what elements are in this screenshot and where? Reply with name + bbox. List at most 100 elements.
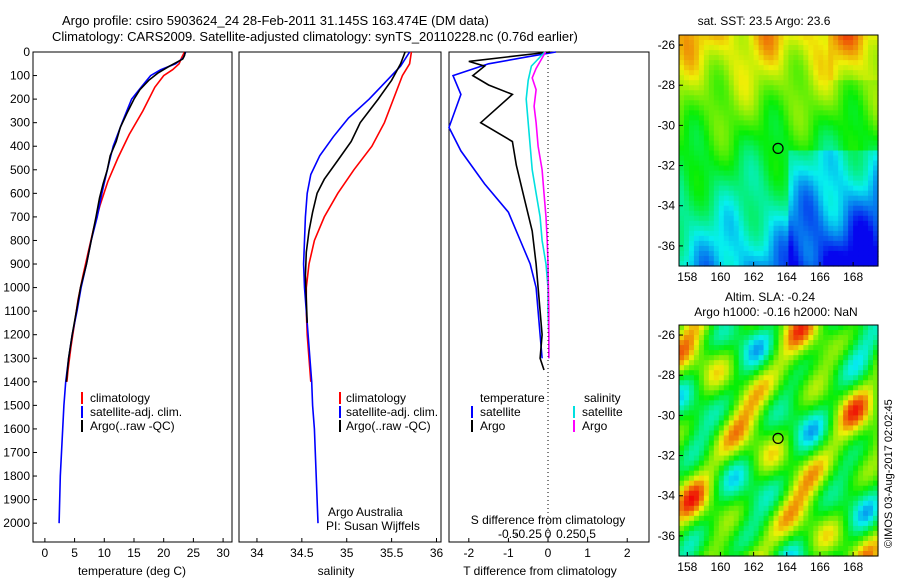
heatmap-cell [708, 180, 715, 187]
heatmap-cell [753, 460, 760, 467]
heatmap-cell [688, 60, 695, 66]
heatmap-cell [798, 520, 804, 527]
heatmap-cell [748, 35, 755, 41]
heatmap-cell [758, 415, 765, 422]
heatmap-cell [758, 485, 765, 492]
heatmap-cell [783, 385, 790, 391]
heatmap-cell [718, 380, 725, 386]
heatmap-cell [768, 130, 775, 137]
heatmap-cell [688, 535, 695, 542]
heatmap-cell [728, 220, 735, 227]
heatmap-cell [853, 205, 859, 212]
heatmap-cell [773, 160, 780, 167]
heatmap-cell [783, 450, 790, 457]
heatmap-cell [828, 210, 834, 217]
heatmap-cell [868, 440, 874, 447]
heatmap-cell [773, 345, 780, 351]
heatmap-cell [768, 85, 775, 91]
heatmap-cell [853, 100, 859, 106]
heatmap-cell [773, 405, 780, 411]
heatmap-cell [768, 390, 775, 396]
heatmap-cell [698, 190, 705, 197]
heatmap-cell [738, 415, 745, 422]
heatmap-cell [793, 110, 799, 116]
heatmap-cell [773, 350, 780, 356]
heatmap-cell [708, 110, 715, 116]
heatmap-cell [863, 495, 869, 502]
heatmap-cell [698, 195, 705, 202]
heatmap-cell [748, 210, 755, 217]
heatmap-cell [848, 335, 854, 341]
heatmap-cell [848, 360, 854, 366]
heatmap-cell [679, 105, 685, 111]
heatmap-cell [863, 330, 869, 336]
depth-tick-label: 500 [10, 163, 30, 177]
heatmap-cell [758, 235, 765, 242]
heatmap-cell [813, 375, 819, 381]
heatmap-cell [848, 455, 854, 462]
heatmap-cell [758, 55, 765, 61]
heatmap-cell [768, 185, 775, 192]
heatmap-cell [753, 440, 760, 447]
heatmap-cell [698, 260, 705, 267]
heatmap-cell [703, 110, 710, 116]
heatmap-cell [708, 325, 715, 331]
heatmap-cell [698, 535, 705, 542]
heatmap-cell [688, 465, 695, 472]
heatmap-cell [813, 190, 819, 197]
heatmap-cell [803, 155, 809, 162]
heatmap-cell [718, 255, 725, 262]
heatmap-cell [778, 60, 785, 66]
heatmap-cell [848, 490, 854, 497]
heatmap-cell [793, 125, 799, 132]
heatmap-cell [723, 390, 730, 396]
heatmap-cell [793, 350, 799, 356]
heatmap-cell [738, 120, 745, 126]
heatmap-cell [783, 160, 790, 167]
heatmap-cell [763, 115, 770, 121]
heatmap-cell [828, 410, 834, 416]
lon-tick-label: 164 [777, 270, 797, 284]
heatmap-cell [718, 65, 725, 71]
heatmap-cell [718, 220, 725, 227]
heatmap-cell [813, 395, 819, 401]
heatmap-cell [753, 105, 760, 111]
heatmap-cell [758, 475, 765, 482]
heatmap-cell [713, 145, 720, 152]
heatmap-cell [728, 370, 735, 376]
heatmap-cell [823, 170, 829, 177]
heatmap-cell [798, 95, 804, 101]
heatmap-cell [728, 500, 735, 507]
heatmap-cell [748, 130, 755, 137]
heatmap-cell [679, 160, 685, 167]
heatmap-cell [798, 220, 804, 227]
heatmap-cell [713, 370, 720, 376]
heatmap-cell [808, 370, 814, 376]
heatmap-cell [698, 60, 705, 66]
heatmap-cell [718, 545, 725, 552]
heatmap-cell [733, 120, 740, 126]
heatmap-cell [793, 505, 799, 512]
heatmap-cell [838, 130, 844, 137]
heatmap-cell [808, 250, 814, 257]
heatmap-cell [708, 245, 715, 252]
heatmap-cell [808, 325, 814, 331]
heatmap-cell [718, 520, 725, 527]
heatmap-cell [778, 180, 785, 187]
legend-title-salinity: salinity [584, 391, 621, 405]
heatmap-cell [718, 505, 725, 512]
heatmap-cell [693, 105, 700, 111]
heatmap-cell [813, 440, 819, 447]
heatmap-cell [773, 115, 780, 121]
heatmap-cell [798, 60, 804, 66]
heatmap-cell [753, 425, 760, 432]
heatmap-cell [818, 155, 824, 162]
heatmap-cell [733, 200, 740, 207]
heatmap-cell [793, 50, 799, 56]
heatmap-cell [838, 395, 844, 401]
heatmap-cell [873, 80, 879, 86]
heatmap-cell [868, 230, 874, 237]
heatmap-cell [728, 490, 735, 497]
heatmap-cell [828, 45, 834, 51]
heatmap-cell [868, 355, 874, 361]
